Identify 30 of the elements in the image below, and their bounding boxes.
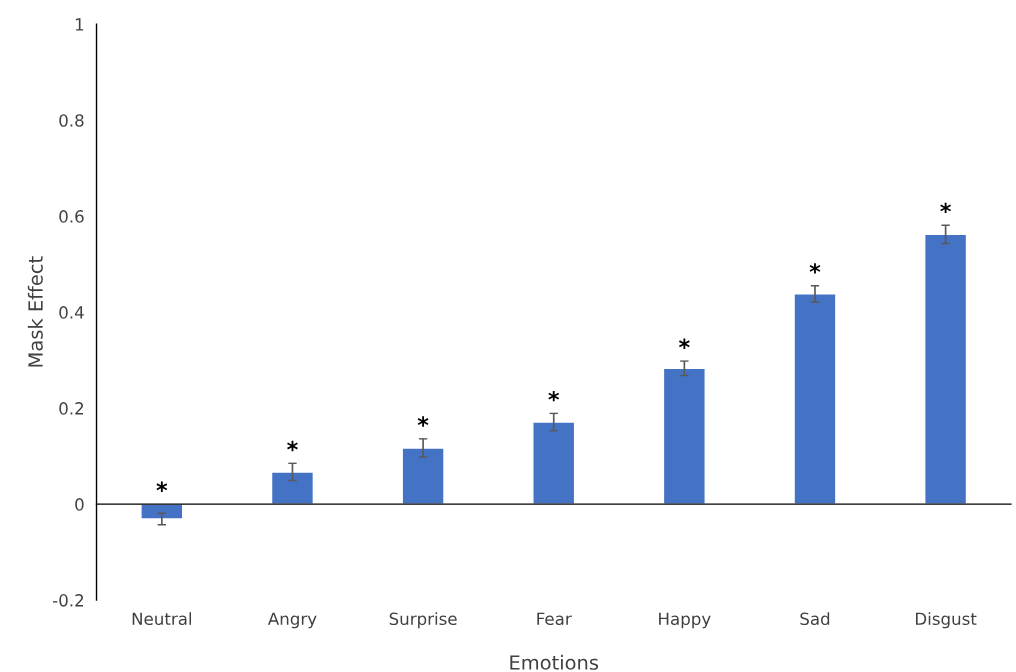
x-tick-label: Surprise [389, 612, 457, 629]
bar [662, 367, 706, 505]
y-tick-label: 0.4 [59, 306, 84, 319]
bar [793, 293, 837, 505]
annotation: * [548, 390, 560, 402]
x-tick-label: Angry [267, 612, 317, 629]
bar [924, 233, 968, 505]
x-tick-label: Happy [659, 612, 711, 629]
x-tick-label: Sad [800, 612, 830, 626]
y-tick-label: 0 [75, 498, 84, 511]
x-tick-label: Neutral [132, 612, 192, 626]
y-tick-label: 0.8 [59, 114, 84, 127]
y-tick-label: 0.6 [59, 210, 84, 223]
bar [401, 447, 445, 505]
x-axis-title: Emotions [510, 654, 599, 670]
x-tick-label: Fear [537, 612, 572, 626]
y-axis-title: Mask Effect [27, 256, 43, 367]
bar [270, 471, 315, 505]
bar [140, 503, 184, 520]
annotation: * [417, 416, 429, 427]
annotation: * [809, 263, 821, 274]
annotation: * [156, 481, 168, 492]
y-tick-label: 1 [75, 18, 84, 31]
y-tick-label: 0.2 [59, 402, 84, 415]
y-tick-label: -0.2 [53, 594, 84, 607]
annotation: * [940, 202, 951, 214]
annotation: * [678, 338, 690, 349]
annotation: * [287, 440, 298, 452]
x-tick-label: Disgust [915, 612, 977, 629]
bar [532, 421, 576, 505]
